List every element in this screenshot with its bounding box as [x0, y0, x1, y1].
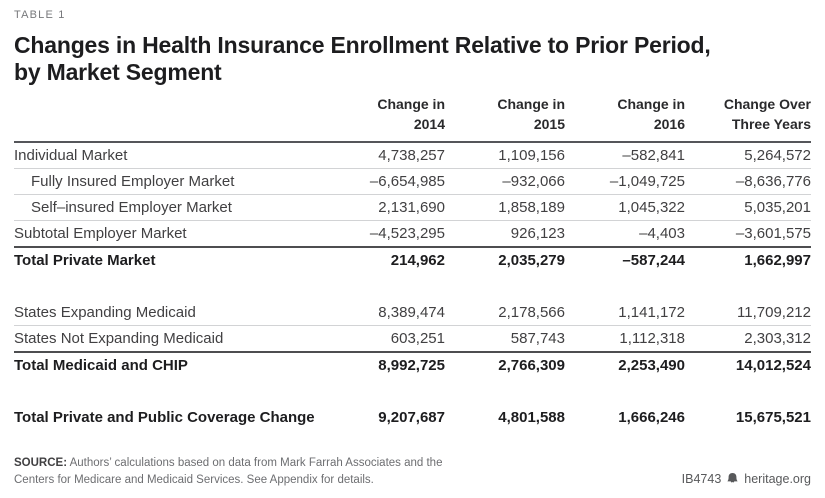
- header-segment-column: [14, 95, 325, 144]
- column-header-change-2015: Change in 2015: [445, 95, 565, 144]
- table-row-states-not-expanding-medicaid: States Not Expanding Medicaid 603,251 58…: [14, 325, 811, 354]
- table-row-total-private-public: Total Private and Public Coverage Change…: [14, 405, 811, 430]
- cell-value: 1,666,246: [618, 409, 685, 427]
- cell-value: 1,112,318: [565, 325, 685, 354]
- header-row: Change in 2014 Change in 2015 Change in …: [14, 95, 811, 144]
- cell-value: 8,992,725: [378, 357, 445, 375]
- cell-value: 1,858,189: [445, 194, 565, 222]
- cell-value: 214,962: [390, 252, 445, 270]
- table-row-individual-market: Individual Market 4,738,257 1,109,156 –5…: [14, 142, 811, 170]
- cell-value: 603,251: [325, 325, 445, 354]
- page-title: Changes in Health Insurance Enrollment R…: [14, 32, 711, 86]
- row-label: Total Private and Public Coverage Change: [14, 409, 315, 427]
- table-row-total-medicaid-chip: Total Medicaid and CHIP 8,992,725 2,766,…: [14, 352, 811, 378]
- cell-value: 587,743: [445, 325, 565, 354]
- cell-value: 11,709,212: [685, 300, 811, 327]
- column-header-change-2014: Change in 2014: [325, 95, 445, 144]
- table-row-self-insured-employer: Self–insured Employer Market 2,131,690 1…: [14, 194, 811, 222]
- liberty-bell-icon: [727, 473, 738, 484]
- cell-value: 5,035,201: [685, 194, 811, 222]
- figure-footer: SOURCE: Authors’ calculations based on d…: [14, 455, 811, 487]
- source-note: SOURCE: Authors’ calculations based on d…: [14, 455, 484, 487]
- row-label: Individual Market: [14, 142, 325, 170]
- cell-value: –6,654,985: [325, 168, 445, 196]
- cell-value: 2,303,312: [685, 325, 811, 354]
- cell-value: 2,035,279: [498, 252, 565, 270]
- cell-value: –932,066: [445, 168, 565, 196]
- cell-value: 15,675,521: [735, 409, 811, 427]
- table-row-fully-insured-employer: Fully Insured Employer Market –6,654,985…: [14, 168, 811, 196]
- cell-value: 2,253,490: [618, 357, 685, 375]
- cell-value: 1,141,172: [565, 300, 685, 327]
- cell-value: –587,244: [622, 252, 685, 270]
- column-header-change-2016: Change in 2016: [565, 95, 685, 144]
- spacer-row: [14, 378, 811, 405]
- enrollment-change-table: Change in 2014 Change in 2015 Change in …: [14, 95, 811, 430]
- spacer-row: [14, 273, 811, 300]
- source-text: Authors’ calculations based on data from…: [14, 457, 443, 486]
- cell-value: 9,207,687: [378, 409, 445, 427]
- cell-value: 2,766,309: [498, 357, 565, 375]
- column-header-change-three-years: Change Over Three Years: [685, 95, 811, 144]
- cell-value: 2,178,566: [445, 300, 565, 327]
- cell-value: 926,123: [445, 220, 565, 249]
- row-label: States Not Expanding Medicaid: [14, 325, 325, 354]
- brand-credit: IB4743 heritage.org: [682, 472, 811, 488]
- cell-value: 14,012,524: [735, 357, 811, 375]
- report-table-figure: TABLE 1 Changes in Health Insurance Enro…: [14, 9, 811, 487]
- cell-value: 4,801,588: [498, 409, 565, 427]
- row-label: Total Medicaid and CHIP: [14, 357, 188, 375]
- table-row-subtotal-employer: Subtotal Employer Market –4,523,295 926,…: [14, 220, 811, 249]
- row-label: Total Private Market: [14, 252, 156, 270]
- document-id: IB4743: [681, 471, 722, 486]
- cell-value: 1,045,322: [565, 194, 685, 222]
- heritage-site: heritage.org: [744, 471, 811, 486]
- cell-value: –582,841: [565, 142, 685, 170]
- cell-value: –3,601,575: [685, 220, 811, 249]
- table-row-states-expanding-medicaid: States Expanding Medicaid 8,389,474 2,17…: [14, 300, 811, 327]
- cell-value: –8,636,776: [685, 168, 811, 196]
- table-kicker: TABLE 1: [14, 9, 66, 21]
- table-row-total-private-market: Total Private Market 214,962 2,035,279 –…: [14, 247, 811, 273]
- row-label: States Expanding Medicaid: [14, 300, 325, 327]
- cell-value: 5,264,572: [685, 142, 811, 170]
- row-label: Fully Insured Employer Market: [14, 168, 325, 196]
- row-label: Self–insured Employer Market: [14, 194, 325, 222]
- source-label: SOURCE:: [14, 457, 68, 470]
- cell-value: –4,523,295: [325, 220, 445, 249]
- cell-value: 2,131,690: [325, 194, 445, 222]
- cell-value: 1,662,997: [744, 252, 811, 270]
- cell-value: 8,389,474: [325, 300, 445, 327]
- cell-value: –4,403: [565, 220, 685, 249]
- cell-value: 1,109,156: [445, 142, 565, 170]
- cell-value: 4,738,257: [325, 142, 445, 170]
- cell-value: –1,049,725: [565, 168, 685, 196]
- row-label: Subtotal Employer Market: [14, 220, 325, 249]
